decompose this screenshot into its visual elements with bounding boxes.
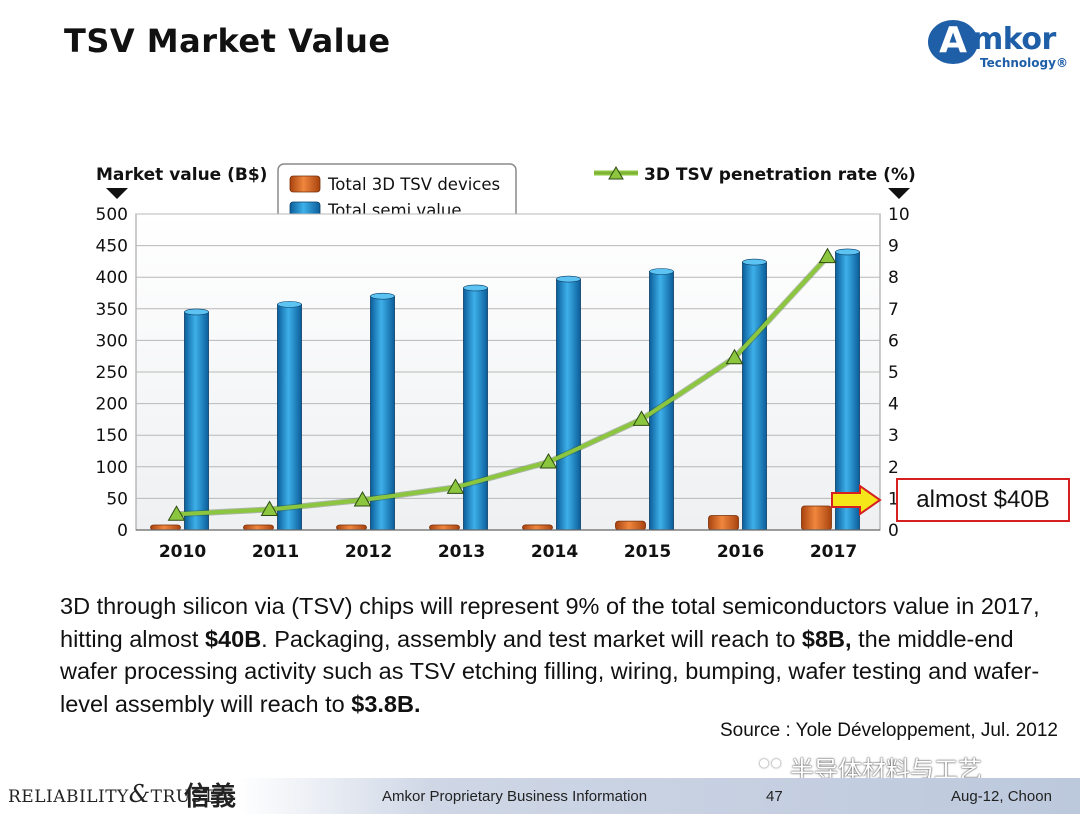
body-text-3: the middle-end wafer processing activity…: [60, 625, 1040, 717]
x-tick-label: 2015: [624, 542, 671, 562]
body-text-2: . Packaging, assembly and test market wi…: [261, 625, 802, 652]
x-tick-label: 2014: [531, 542, 578, 562]
y-right-tick-label: 2: [888, 458, 899, 478]
y-right-tick-label: 7: [888, 300, 899, 320]
x-tick-label: 2013: [438, 542, 485, 562]
tsv-market-chart: Market value (B$) 3D TSV penetration rat…: [96, 163, 916, 562]
bar-total-semi-cap: [463, 284, 488, 292]
y-left-tick-label: 350: [96, 300, 128, 320]
bar-total-tsv: [615, 520, 646, 531]
y-right-tick-label: 10: [888, 205, 910, 225]
y-left-label: Market value (B$): [96, 165, 267, 185]
logo-sub: Technology®: [980, 56, 1068, 70]
bar-total-tsv: [150, 524, 181, 531]
bar-total-semi-cap: [184, 308, 209, 316]
y-right-tick-label: 1: [888, 489, 899, 509]
penetration-point: [353, 490, 372, 507]
y-left-tick-label: 150: [96, 426, 128, 446]
bar-total-semi: [835, 251, 860, 531]
penetration-point: [725, 348, 744, 365]
footer-bar: RELIABILITY&TRUST 信義 Amkor Proprietary B…: [0, 778, 1080, 814]
legend-swatch-tsv: [289, 175, 321, 193]
body-bold-2: $8B,: [801, 625, 852, 652]
bar-total-semi: [277, 303, 302, 531]
x-tick-label: 2011: [252, 542, 299, 562]
bar-total-semi: [370, 295, 395, 531]
y-right-arrow: [888, 188, 910, 199]
bar-total-semi-cap: [835, 248, 860, 256]
legend-label-tsv: Total 3D TSV devices: [327, 175, 500, 194]
bar-total-tsv: [336, 524, 367, 531]
bar-total-tsv: [522, 524, 553, 531]
y-right-tick-label: 0: [888, 521, 899, 541]
y-right-tick-label: 5: [888, 363, 899, 383]
y-right-tick-label: 4: [888, 395, 899, 415]
bar-total-semi: [463, 287, 488, 531]
amkor-logo: A mkor Technology®: [928, 18, 1068, 78]
y-left-tick-label: 300: [96, 331, 128, 351]
bar-total-tsv: [429, 524, 460, 531]
bar-total-semi-cap: [649, 268, 674, 275]
penetration-point: [632, 410, 651, 426]
legend-line-label: 3D TSV penetration rate (%): [644, 165, 916, 185]
y-left-arrow: [106, 188, 128, 199]
penetration-line: [176, 255, 829, 517]
y-right-tick-label: 9: [888, 237, 899, 257]
y-left-tick-label: 400: [96, 268, 128, 288]
y-left-tick-label: 50: [106, 489, 128, 509]
x-tick-label: 2012: [345, 542, 392, 562]
footer-brand-2: TRUST: [150, 787, 215, 807]
wechat-icon: ●●: [758, 752, 783, 774]
penetration-point: [446, 478, 465, 494]
x-tick-label: 2017: [810, 542, 857, 562]
y-right-tick-label: 3: [888, 426, 899, 446]
body-text-1: 3D through silicon via (TSV) chips will …: [60, 593, 1040, 652]
y-left-tick-label: 200: [96, 395, 128, 415]
callout-arrow: [831, 484, 882, 516]
callout-almost-40b: almost $40B: [896, 478, 1070, 522]
bar-total-semi: [556, 278, 581, 531]
y-left-tick-label: 250: [96, 363, 128, 383]
page-number: 47: [766, 788, 783, 805]
y-left-tick-label: 500: [96, 205, 128, 225]
legend-box: Total 3D TSV devices Total semi value: [277, 163, 517, 229]
legend-line: 3D TSV penetration rate (%): [594, 165, 916, 185]
footer-brand: RELIABILITY&TRUST: [8, 780, 215, 808]
bar-total-semi-cap: [556, 275, 581, 283]
body-paragraph: 3D through silicon via (TSV) chips will …: [60, 590, 1060, 720]
footer-brand-1: RELIABILITY: [8, 787, 129, 807]
bar-total-tsv: [243, 524, 274, 531]
bar-total-semi: [742, 261, 767, 531]
x-tick-label: 2010: [159, 542, 206, 562]
y-right-tick-label: 8: [888, 268, 899, 288]
footer-date: Aug-12, Choon: [951, 788, 1052, 805]
body-bold-3: $3.8B.: [351, 690, 421, 717]
slide-title: TSV Market Value: [64, 22, 391, 60]
bar-total-semi-cap: [742, 258, 767, 266]
bar-total-tsv: [708, 515, 739, 531]
footer-center-text: Amkor Proprietary Business Information: [382, 788, 648, 805]
y-left-tick-label: 100: [96, 458, 128, 478]
bar-total-semi: [184, 311, 209, 531]
penetration-point: [539, 453, 558, 469]
bar-total-semi-cap: [370, 292, 395, 300]
y-left-tick-label: 0: [117, 521, 128, 541]
y-right-tick-label: 6: [888, 331, 899, 351]
footer-hanzi: 信義: [184, 782, 237, 812]
y-left-tick-label: 450: [96, 237, 128, 257]
x-tick-label: 2016: [717, 542, 764, 562]
logo-word: mkor: [972, 22, 1056, 57]
logo-mark: A: [928, 20, 978, 64]
penetration-point: [818, 247, 837, 264]
penetration-point: [167, 505, 186, 521]
bar-total-tsv: [801, 505, 832, 531]
source-note: Source : Yole Développement, Jul. 2012: [719, 720, 1058, 741]
bar-total-semi-cap: [277, 301, 302, 308]
footer-brand-amp: &: [128, 780, 151, 808]
body-bold-1: $40B: [204, 625, 262, 652]
penetration-point: [260, 500, 279, 516]
